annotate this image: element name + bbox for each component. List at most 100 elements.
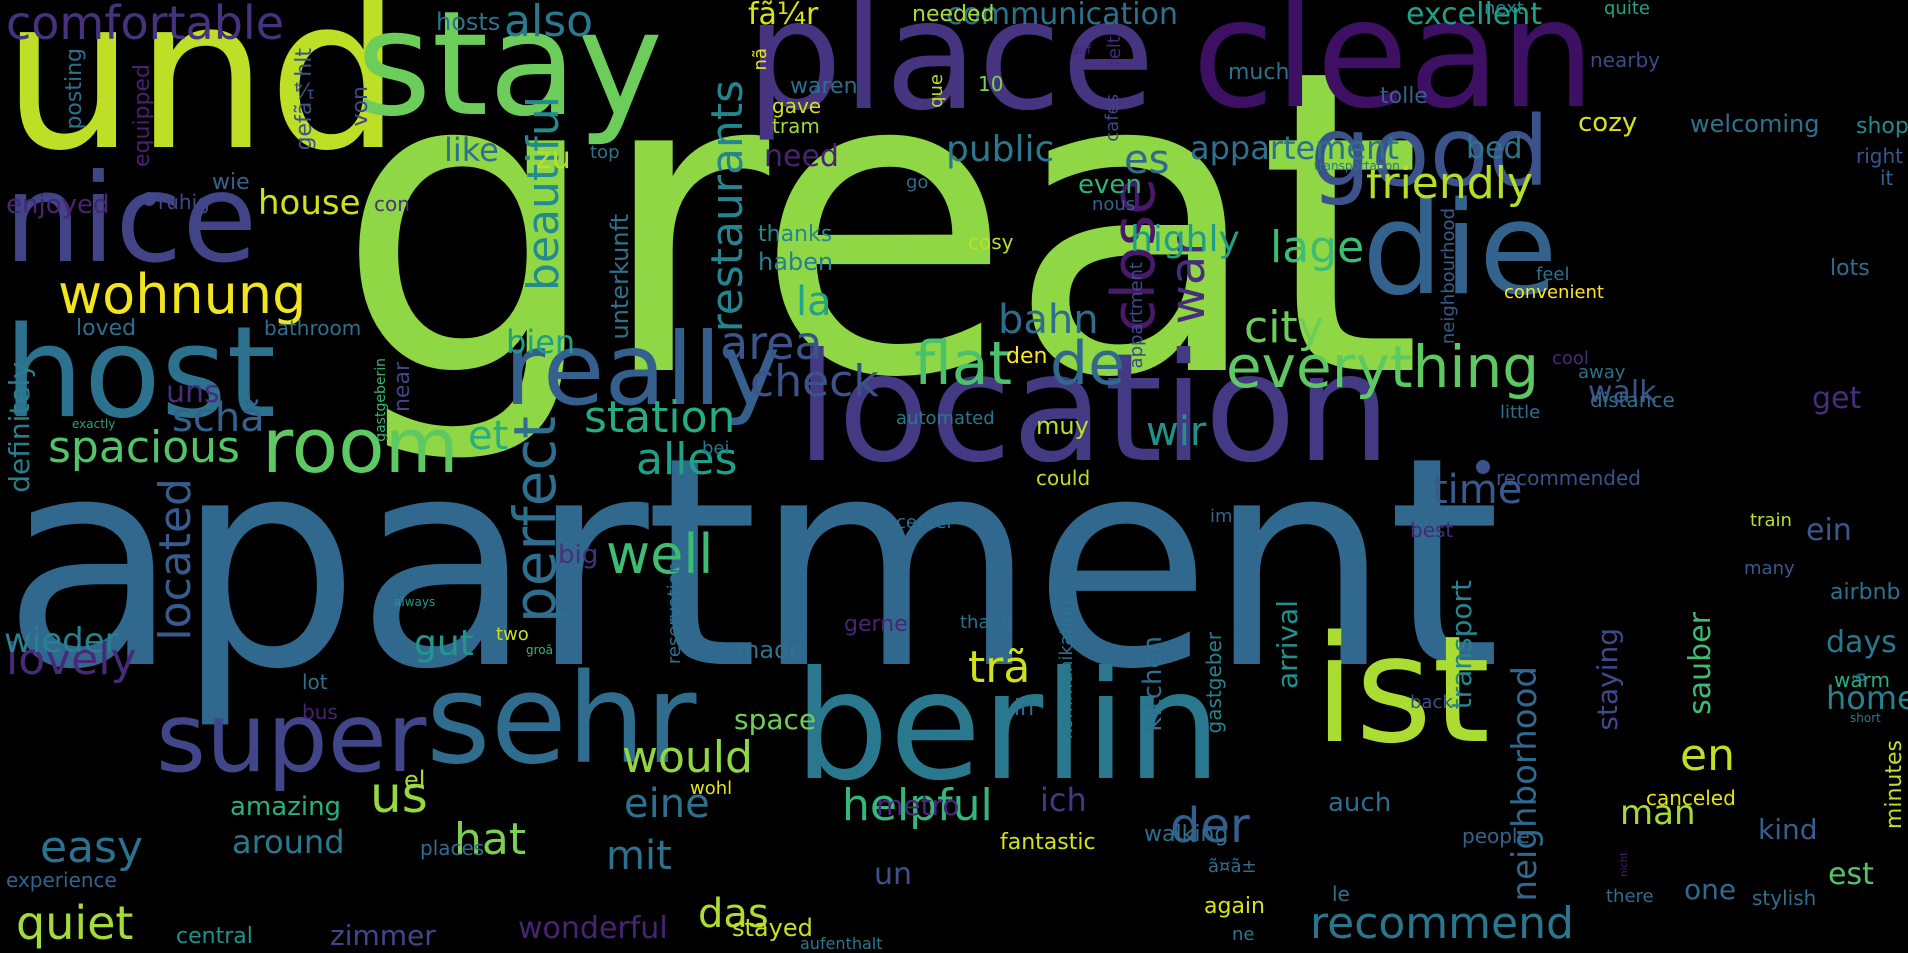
word-space: space [734, 703, 817, 736]
word-scha: schã [172, 395, 265, 441]
word-metro: metro [876, 789, 960, 822]
word-well: well [606, 523, 714, 586]
word-next: next [1484, 0, 1524, 19]
word-wie: wie [212, 170, 250, 195]
word-needed: needed [912, 2, 995, 27]
word-wonderful: wonderful [518, 911, 668, 946]
word-beautiful: beautiful [518, 96, 569, 291]
word-friendly: friendly [1366, 158, 1533, 209]
word-cool: cool [1552, 348, 1589, 369]
word-made: made [736, 636, 805, 664]
word-quiet: quiet [16, 896, 134, 950]
word-people: people [1462, 824, 1530, 848]
word-felt: felt [1104, 36, 1125, 66]
word-hat: hat [454, 814, 527, 865]
word-time: time [1432, 467, 1523, 513]
word-cosy: cosy [968, 230, 1014, 254]
word-restaurants: restaurants [702, 80, 753, 333]
word-zimmer: zimmer [330, 919, 436, 952]
word-comfortable: comfortable [6, 0, 284, 50]
word-gave: gave [772, 94, 822, 118]
word-great: great [336, 0, 1422, 470]
word-station: station [584, 392, 736, 443]
word-alles: alles [636, 434, 738, 485]
word-walk: walk [1588, 375, 1657, 410]
word-nice: nice [4, 148, 258, 290]
word-automated: automated [896, 408, 995, 429]
word-like: like [444, 131, 499, 169]
word-muy: muy [1036, 412, 1089, 440]
word-wieder: wieder [4, 621, 119, 661]
word-lot: lot [302, 670, 328, 694]
word-equipped: equipped [130, 64, 155, 167]
word-good: good [1310, 96, 1550, 208]
word-top: top [590, 142, 620, 163]
word-gerne: gerne [844, 612, 908, 637]
word-really: really [504, 311, 781, 428]
word-distance: distance [1590, 388, 1675, 412]
word-it: it [1880, 166, 1894, 190]
word-von: von [348, 86, 373, 127]
dot-mark [142, 192, 156, 206]
word-house: house [258, 183, 361, 223]
word-away: away [1578, 362, 1626, 383]
word-airbnb: airbnb [1830, 580, 1901, 605]
word-im: im [1210, 506, 1233, 527]
word-much: much [1228, 60, 1290, 85]
word-und: und [2, 0, 402, 197]
word-lovely: lovely [6, 634, 137, 685]
word-could: could [1036, 466, 1091, 490]
word-posting: posting [62, 48, 87, 130]
word-staying: staying [1591, 628, 1624, 731]
word-wohnung: wohnung [58, 263, 307, 326]
word-room: room [262, 401, 459, 490]
word-stylish: stylish [1752, 886, 1817, 910]
word-even: even [1078, 170, 1142, 200]
word-stay: stay [356, 0, 664, 149]
word-aan: ã¤ã± [1208, 856, 1257, 877]
word-cafes: cafes [1102, 94, 1123, 142]
word-gros: groã [526, 643, 553, 657]
word-el: el [404, 766, 426, 794]
word-spacious: spacious [48, 422, 240, 473]
word-feel: feel [1536, 264, 1570, 285]
word-wir: wir [1146, 409, 1207, 455]
word-thank: thank [960, 612, 1012, 633]
word-public: public [946, 129, 1055, 170]
word-tram: tram [772, 114, 820, 138]
word-super: super [156, 682, 427, 794]
word-berlin: berlin [794, 640, 1222, 814]
word-shops: shops [1856, 114, 1908, 139]
word-there: there [1606, 886, 1654, 907]
word-get: get [1812, 381, 1862, 416]
word-excellent: excellent [1406, 0, 1543, 32]
word-days: days [1826, 625, 1897, 660]
word-home: home [1826, 679, 1908, 717]
word-little: little [1500, 402, 1541, 423]
word-et: et [468, 413, 509, 459]
word-recommended: recommended [1496, 466, 1641, 490]
word-es: es [1124, 137, 1170, 183]
word-en: en [1680, 730, 1735, 781]
word-auf: auf [1072, 43, 1092, 57]
word-appartement: appartement [1190, 129, 1399, 167]
word-many: many [1744, 558, 1795, 579]
word-ne: ne [1232, 924, 1255, 945]
word-center: center [896, 512, 954, 533]
word-bien: bien [506, 323, 576, 361]
word-central: central [176, 924, 253, 949]
word-waren: waren [790, 74, 858, 99]
word-back: back [1410, 692, 1453, 713]
word-man: man [1620, 793, 1696, 833]
word-enjoyed: enjoyed [6, 190, 110, 220]
word-perfect: perfect [501, 416, 569, 624]
word-apartment: apartment [2, 396, 1501, 733]
word-one: one [1684, 873, 1737, 906]
word-sehr: sehr [426, 648, 697, 792]
word-helpful: helpful [842, 780, 993, 831]
word-near: near [390, 362, 415, 413]
word-10: 10 [978, 72, 1004, 96]
word-de: de [1050, 329, 1125, 399]
word-kommunikation: kommunikation [1056, 600, 1077, 740]
word-hosts: hosts [436, 8, 501, 36]
